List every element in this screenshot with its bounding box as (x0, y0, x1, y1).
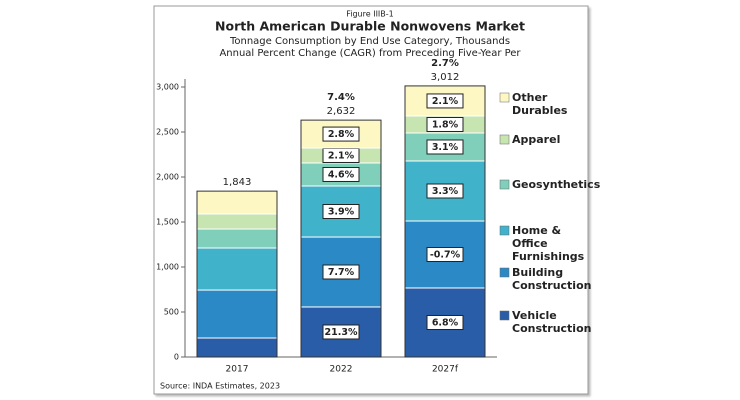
source: Source: INDA Estimates, 2023 (160, 382, 280, 391)
legend-swatch (499, 225, 510, 236)
bar-segment (196, 213, 278, 230)
bar-segment (196, 337, 278, 358)
label-box (322, 324, 360, 340)
cagr-label: 3.9% (328, 207, 355, 218)
label-box (426, 116, 464, 132)
total-cagr-label: 2.7% (431, 58, 459, 69)
legend-swatch (499, 267, 510, 278)
x-tick-label: 2017 (226, 365, 249, 375)
chart-title: North American Durable Nonwovens Market (215, 19, 525, 34)
bar-outline (300, 119, 382, 358)
label-box (426, 314, 464, 330)
label-box (426, 246, 464, 262)
bar-segment (196, 228, 278, 249)
y-tick-label: 3,000 (156, 83, 179, 92)
legend-swatch (499, 179, 510, 190)
cagr-label: 3.1% (432, 142, 459, 153)
bar-segment (196, 289, 278, 339)
label-box (322, 204, 360, 220)
x-tick-label: 2027f (432, 365, 459, 375)
legend-label: Apparel (512, 133, 561, 146)
legend-swatch (499, 310, 510, 321)
bar-outline (196, 190, 278, 358)
y-tick-label: 2,000 (156, 173, 179, 182)
y-tick-label: 1,500 (156, 218, 179, 227)
legend-swatch (499, 92, 510, 103)
cagr-label: 2.8% (328, 129, 355, 140)
cagr-label: 4.6% (328, 169, 355, 180)
cagr-label: 1.8% (432, 119, 459, 130)
figure-label: Figure IIIB-1 (346, 10, 394, 19)
x-tick-label: 2022 (330, 365, 353, 375)
label-box (322, 264, 360, 280)
cagr-label: 2.1% (328, 150, 355, 161)
y-tick-label: 1,000 (156, 263, 179, 272)
bar-segment (196, 190, 278, 215)
subtitle: Tonnage Consumption by End Use Category,… (229, 36, 510, 47)
total-label: 1,843 (223, 177, 252, 188)
total-label: 2,632 (327, 106, 356, 117)
y-tick-label: 500 (164, 308, 179, 317)
cagr-label: -0.7% (430, 249, 461, 260)
total-label: 3,012 (431, 72, 460, 83)
cagr-label: 6.8% (432, 317, 459, 328)
cagr-label: 2.1% (432, 96, 459, 107)
label-box (322, 166, 360, 182)
legend-label: Geosynthetics (512, 178, 601, 191)
legend-label: Vehicle Construction (512, 309, 592, 335)
label-box (426, 93, 464, 109)
y-tick-label: 2,500 (156, 128, 179, 137)
legend-label: Other Durables (512, 91, 568, 117)
total-cagr-label: 7.4% (327, 92, 355, 103)
subtitle: Annual Percent Change (CAGR) from Preced… (219, 48, 521, 59)
y-tick-label: 0 (174, 353, 179, 362)
label-box (426, 183, 464, 199)
legend-label: Building Construction (512, 266, 592, 292)
legend-label: Home & Office Furnishings (512, 224, 585, 263)
legend-swatch (499, 134, 510, 145)
bar-segment (196, 247, 278, 291)
cagr-label: 7.7% (328, 267, 355, 278)
bar-outline (404, 85, 486, 358)
label-box (426, 139, 464, 155)
cagr-label: 3.3% (432, 186, 459, 197)
label-box (322, 126, 360, 142)
cagr-label: 21.3% (325, 327, 358, 338)
